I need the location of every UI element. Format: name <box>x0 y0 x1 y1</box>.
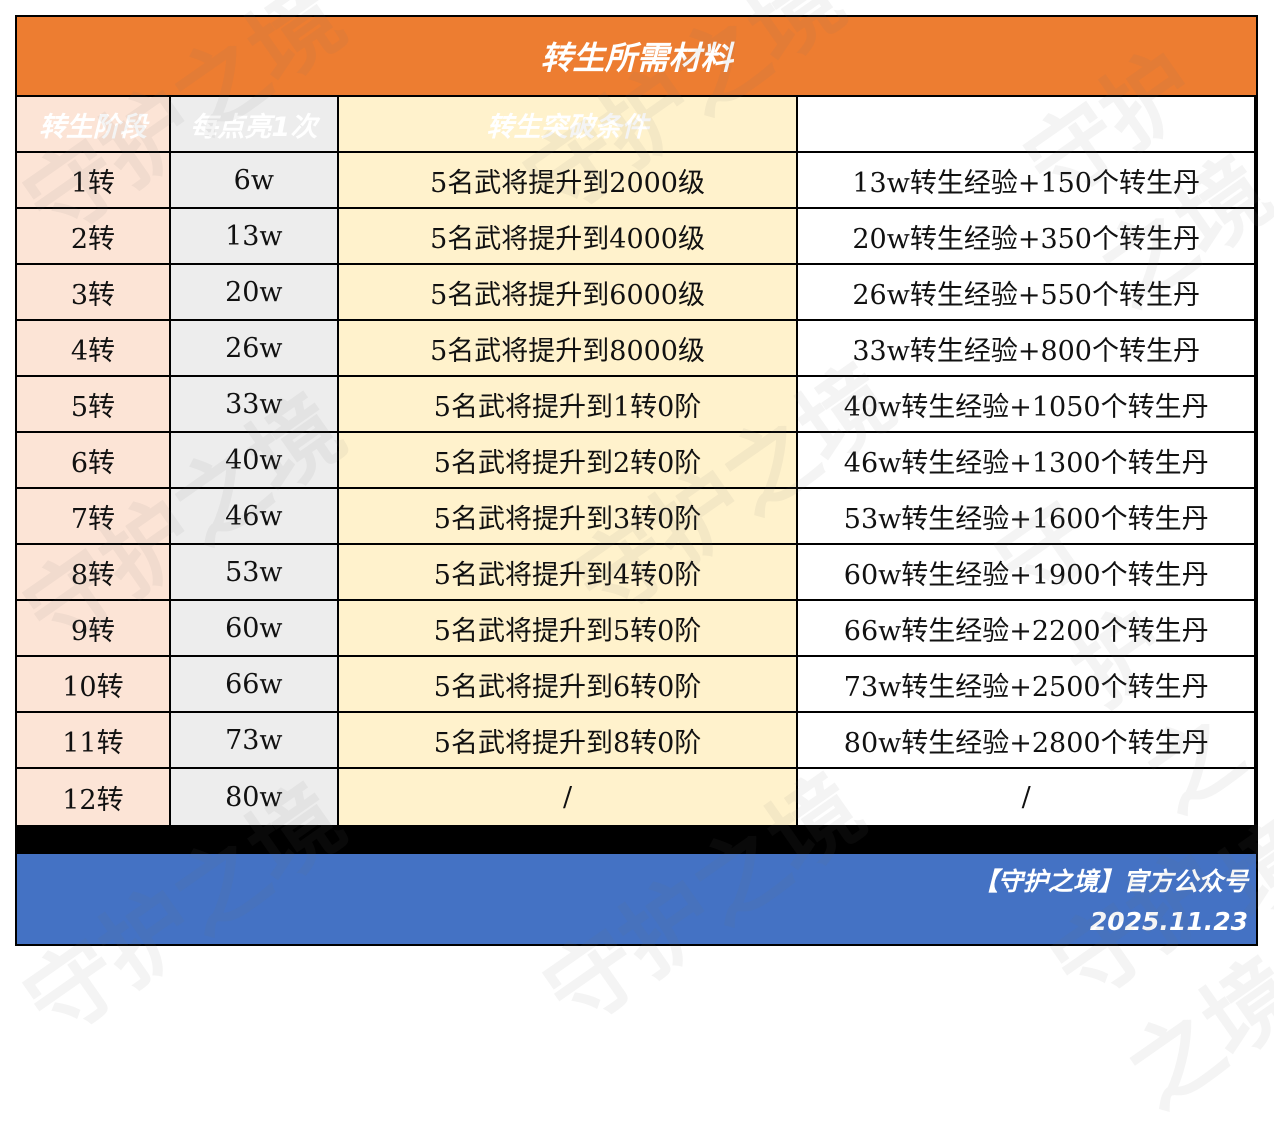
cell-stage: 11转 <box>17 713 169 769</box>
cell-condition: 5名武将提升到4转0阶 <box>338 545 797 601</box>
cell-per-light: 6w <box>170 153 337 209</box>
table-row: 4转 26w 5名武将提升到8000级 33w转生经验+800个转生丹 <box>17 321 1254 377</box>
materials-table: 转生阶段 每点亮1次 转生突破条件 转生突破材料 1转 6w 5名武将提升到2000… <box>15 97 1256 825</box>
table-row: 7转 46w 5名武将提升到3转0阶 53w转生经验+1600个转生丹 <box>17 489 1254 545</box>
footer: 【守护之境】官方公众号 2025.11.23 <box>17 851 1256 944</box>
cell-materials: 80w转生经验+2800个转生丹 <box>798 713 1254 769</box>
cell-materials: 66w转生经验+2200个转生丹 <box>798 601 1254 657</box>
cell-stage: 4转 <box>17 321 169 377</box>
cell-condition: / <box>338 769 797 825</box>
cell-per-light: 20w <box>170 265 337 321</box>
cell-per-light: 80w <box>170 769 337 825</box>
cell-condition: 5名武将提升到3转0阶 <box>338 489 797 545</box>
cell-condition: 5名武将提升到2000级 <box>338 153 797 209</box>
cell-per-light: 33w <box>170 377 337 433</box>
header-per-light: 每点亮1次 <box>170 97 337 153</box>
cell-condition: 5名武将提升到8000级 <box>338 321 797 377</box>
table-row: 12转 80w / / <box>17 769 1254 825</box>
cell-materials: 40w转生经验+1050个转生丹 <box>798 377 1254 433</box>
cell-stage: 9转 <box>17 601 169 657</box>
cell-per-light: 60w <box>170 601 337 657</box>
cell-condition: 5名武将提升到8转0阶 <box>338 713 797 769</box>
table-row: 10转 66w 5名武将提升到6转0阶 73w转生经验+2500个转生丹 <box>17 657 1254 713</box>
header-stage: 转生阶段 <box>17 97 169 153</box>
table-title: 转生所需材料 <box>17 17 1256 95</box>
cell-stage: 3转 <box>17 265 169 321</box>
cell-materials: 53w转生经验+1600个转生丹 <box>798 489 1254 545</box>
cell-materials: 33w转生经验+800个转生丹 <box>798 321 1254 377</box>
cell-stage: 12转 <box>17 769 169 825</box>
cell-materials: 73w转生经验+2500个转生丹 <box>798 657 1254 713</box>
cell-stage: 7转 <box>17 489 169 545</box>
table-row: 11转 73w 5名武将提升到8转0阶 80w转生经验+2800个转生丹 <box>17 713 1254 769</box>
table-row: 1转 6w 5名武将提升到2000级 13w转生经验+150个转生丹 <box>17 153 1254 209</box>
cell-stage: 1转 <box>17 153 169 209</box>
cell-materials: / <box>798 769 1254 825</box>
cell-materials: 26w转生经验+550个转生丹 <box>798 265 1254 321</box>
header-materials: 转生突破材料 <box>798 97 1254 153</box>
cell-per-light: 26w <box>170 321 337 377</box>
table-row: 6转 40w 5名武将提升到2转0阶 46w转生经验+1300个转生丹 <box>17 433 1254 489</box>
header-row: 转生阶段 每点亮1次 转生突破条件 转生突破材料 <box>17 97 1254 153</box>
cell-per-light: 53w <box>170 545 337 601</box>
cell-per-light: 40w <box>170 433 337 489</box>
cell-condition: 5名武将提升到5转0阶 <box>338 601 797 657</box>
cell-stage: 8转 <box>17 545 169 601</box>
footer-source: 【守护之境】官方公众号 <box>972 867 1248 896</box>
cell-per-light: 66w <box>170 657 337 713</box>
cell-condition: 5名武将提升到2转0阶 <box>338 433 797 489</box>
materials-table-card: 转生所需材料 转生阶段 每点亮1次 转生突破条件 转生突破材料 1转 6w 5名武将… <box>15 15 1258 946</box>
cell-condition: 5名武将提升到6000级 <box>338 265 797 321</box>
cell-stage: 6转 <box>17 433 169 489</box>
table-row: 2转 13w 5名武将提升到4000级 20w转生经验+350个转生丹 <box>17 209 1254 265</box>
cell-materials: 20w转生经验+350个转生丹 <box>798 209 1254 265</box>
cell-materials: 60w转生经验+1900个转生丹 <box>798 545 1254 601</box>
footer-date: 2025.11.23 <box>1089 907 1248 936</box>
cell-condition: 5名武将提升到6转0阶 <box>338 657 797 713</box>
table-row: 9转 60w 5名武将提升到5转0阶 66w转生经验+2200个转生丹 <box>17 601 1254 657</box>
cell-condition: 5名武将提升到1转0阶 <box>338 377 797 433</box>
header-condition: 转生突破条件 <box>338 97 797 153</box>
cell-per-light: 46w <box>170 489 337 545</box>
cell-condition: 5名武将提升到4000级 <box>338 209 797 265</box>
cell-stage: 10转 <box>17 657 169 713</box>
cell-materials: 46w转生经验+1300个转生丹 <box>798 433 1254 489</box>
table-row: 5转 33w 5名武将提升到1转0阶 40w转生经验+1050个转生丹 <box>17 377 1254 433</box>
cell-stage: 5转 <box>17 377 169 433</box>
table-row: 8转 53w 5名武将提升到4转0阶 60w转生经验+1900个转生丹 <box>17 545 1254 601</box>
table-row: 3转 20w 5名武将提升到6000级 26w转生经验+550个转生丹 <box>17 265 1254 321</box>
cell-per-light: 13w <box>170 209 337 265</box>
cell-materials: 13w转生经验+150个转生丹 <box>798 153 1254 209</box>
cell-stage: 2转 <box>17 209 169 265</box>
cell-per-light: 73w <box>170 713 337 769</box>
